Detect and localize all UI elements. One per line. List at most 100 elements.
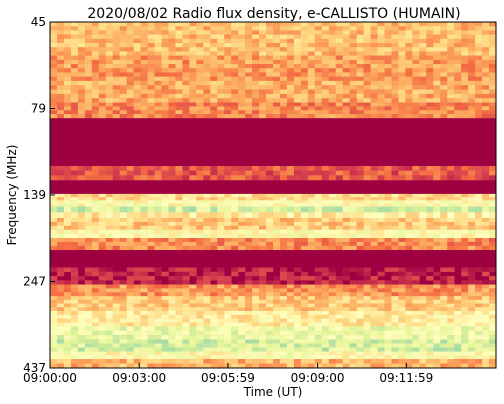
- heatmap-cell: [224, 212, 232, 219]
- heatmap-cell: [300, 288, 309, 293]
- heatmap-cell: [342, 68, 350, 73]
- heatmap-cell: [126, 55, 134, 61]
- heatmap-cell: [224, 359, 232, 364]
- heatmap-cell: [210, 218, 218, 223]
- heatmap-cell: [398, 229, 406, 235]
- heatmap-cell: [321, 359, 330, 364]
- heatmap-cell: [307, 30, 316, 35]
- heatmap-cell: [168, 322, 176, 327]
- heatmap-cell: [363, 296, 371, 301]
- heatmap-cell: [133, 326, 141, 332]
- heatmap-cell: [300, 296, 309, 301]
- heatmap-cell: [391, 89, 399, 95]
- heatmap-cell: [175, 363, 183, 369]
- heatmap-cell: [440, 221, 448, 227]
- heatmap-cell: [210, 307, 218, 312]
- heatmap-cell: [342, 114, 350, 119]
- heatmap-cell: [433, 363, 441, 369]
- heatmap-cell: [349, 193, 357, 198]
- heatmap-cell: [461, 296, 469, 301]
- heatmap-cell: [279, 355, 288, 360]
- heatmap-cell: [356, 212, 364, 219]
- heatmap-cell: [189, 284, 197, 289]
- heatmap-cell: [196, 93, 204, 99]
- heatmap-cell: [154, 64, 162, 69]
- heatmap-cell: [482, 229, 490, 235]
- heatmap-cell: [342, 307, 350, 312]
- heatmap-cell: [231, 241, 239, 247]
- heatmap-cell: [286, 114, 295, 119]
- heatmap-cell: [426, 197, 434, 201]
- heatmap-cell: [419, 229, 427, 235]
- heatmap-cell: [412, 280, 420, 285]
- heatmap-cell: [126, 299, 134, 304]
- heatmap-cell: [168, 307, 176, 312]
- heatmap-cell: [196, 335, 204, 340]
- heatmap-cell: [50, 165, 58, 171]
- heatmap-cell: [203, 200, 211, 204]
- heatmap-cell: [154, 267, 162, 273]
- heatmap-cell: [238, 206, 246, 213]
- heatmap-cell: [224, 34, 232, 40]
- heatmap-cell: [168, 102, 176, 107]
- heatmap-cell: [105, 233, 114, 239]
- heatmap-cell: [210, 22, 218, 27]
- heatmap-cell: [405, 55, 413, 61]
- heatmap-cell: [489, 68, 497, 73]
- heatmap-cell: [307, 22, 316, 27]
- heatmap-cell: [77, 203, 86, 207]
- heatmap-cell: [412, 330, 420, 336]
- heatmap-cell: [189, 59, 197, 65]
- heatmap-cell: [461, 98, 469, 103]
- heatmap-cell: [454, 330, 462, 336]
- heatmap-cell: [293, 22, 302, 27]
- heatmap-cell: [217, 85, 225, 90]
- heatmap-cell: [175, 165, 183, 171]
- heatmap-cell: [217, 326, 225, 332]
- heatmap-cell: [433, 43, 441, 48]
- heatmap-cell: [454, 299, 462, 304]
- x-tick-label: 09:05:59: [201, 371, 255, 385]
- heatmap-cell: [259, 206, 267, 213]
- heatmap-cell: [482, 284, 490, 289]
- heatmap-cell: [475, 238, 483, 243]
- heatmap-cell: [405, 59, 413, 65]
- heatmap-cell: [405, 165, 413, 171]
- heatmap-cell: [286, 296, 295, 301]
- heatmap-cell: [147, 218, 155, 223]
- heatmap-cell: [238, 175, 246, 181]
- heatmap-cell: [63, 64, 72, 69]
- heatmap-cell: [217, 72, 225, 77]
- heatmap-cell: [482, 233, 490, 239]
- heatmap-cell: [266, 307, 274, 312]
- heatmap-cell: [182, 339, 190, 344]
- heatmap-cell: [203, 347, 211, 352]
- heatmap-cell: [384, 200, 392, 204]
- heatmap-cell: [245, 288, 253, 293]
- heatmap-cell: [50, 64, 58, 69]
- heatmap-cell: [231, 238, 239, 243]
- heatmap-cell: [293, 98, 302, 103]
- heatmap-cell: [168, 218, 176, 223]
- heatmap-cell: [63, 59, 72, 65]
- heatmap-cell: [370, 55, 378, 61]
- heatmap-cell: [259, 303, 267, 308]
- heatmap-cell: [475, 225, 483, 230]
- heatmap-cell: [245, 102, 253, 107]
- heatmap-cell: [314, 347, 323, 352]
- heatmap-cell: [440, 102, 448, 107]
- heatmap-cell: [328, 212, 337, 219]
- heatmap-cell: [63, 114, 72, 119]
- heatmap-cell: [189, 310, 197, 316]
- heatmap-cell: [349, 85, 357, 90]
- heatmap-cell: [279, 89, 288, 95]
- heatmap-cell: [363, 276, 371, 281]
- heatmap-cell: [63, 303, 72, 308]
- heatmap-cell: [266, 267, 274, 273]
- heatmap-cell: [356, 165, 364, 171]
- heatmap-cell: [370, 241, 378, 247]
- heatmap-cell: [489, 64, 497, 69]
- heatmap-cell: [286, 200, 295, 204]
- heatmap-cell: [154, 359, 162, 364]
- heatmap-cell: [154, 326, 162, 332]
